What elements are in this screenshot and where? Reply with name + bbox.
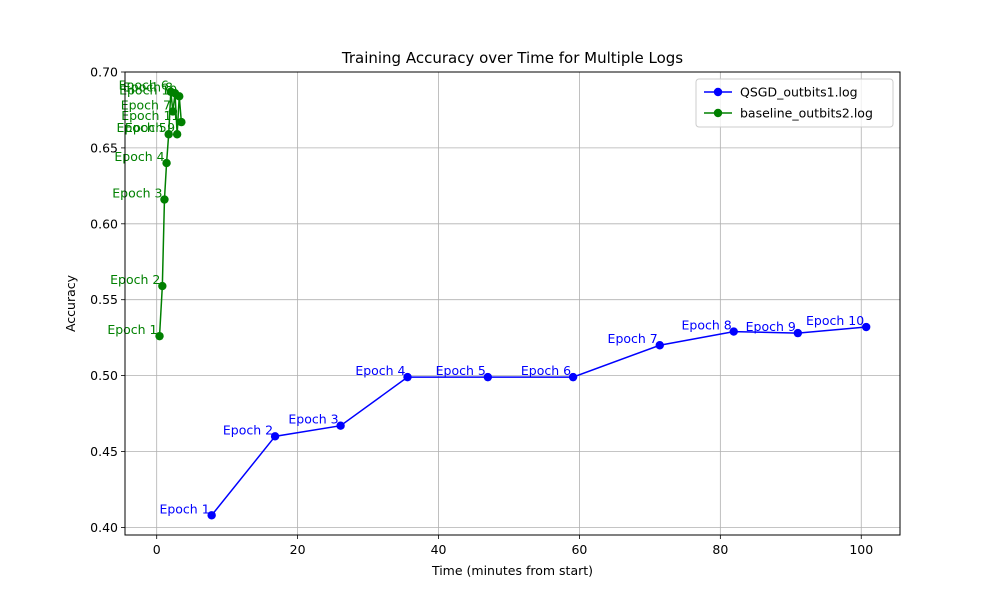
series-1 [207,322,871,520]
point-label: Epoch 4 [114,149,164,164]
legend-box [695,78,894,128]
plot-frame [124,71,901,536]
point-label: Epoch 5 [436,363,486,378]
y-axis-title: Accuracy [63,274,78,332]
series-line [211,326,867,516]
data-point [207,511,216,520]
legend-item: baseline_outbits2.log [704,106,873,121]
y-tick-label: 0.65 [90,140,118,155]
point-label: Epoch 6 [521,363,571,378]
data-point [168,107,178,116]
point-label: Epoch 4 [355,363,405,378]
legend-label: baseline_outbits2.log [740,106,873,121]
data-point [403,372,412,382]
data-point [336,421,345,430]
data-point [568,372,578,382]
data-point [155,331,164,341]
data-point [172,130,182,139]
data-point [655,341,664,350]
point-label: Epoch 11 [121,108,179,123]
point-label: Epoch 1 [107,322,157,337]
point-label: Epoch 3 [112,186,162,201]
data-point [177,117,186,127]
point-label: Epoch 2 [223,422,273,437]
point-label: Epoch 10 [119,82,177,97]
x-tick-label: 40 [431,542,447,557]
legend-marker [713,108,723,118]
y-tick-label: 0.45 [90,444,118,459]
point-label: Epoch 10 [806,313,864,328]
point-label: Epoch 2 [110,272,160,287]
x-tick-label: 80 [712,542,728,557]
legend-item: QSGD_outbits1.log [704,85,858,100]
x-axis-ticks: 0 20 40 60 80 100 [153,535,873,557]
y-tick-label: 0.40 [90,520,118,535]
point-label: Epoch 8 [682,318,732,333]
point-label: Epoch 5 [116,120,166,135]
data-point [162,158,171,168]
data-point [158,281,167,291]
y-axis-ticks: 0.40 0.45 0.50 0.55 0.60 0.65 0.70 [90,65,125,535]
data-point [729,327,738,336]
point-label: Epoch 7 [121,97,171,112]
point-label: Epoch 7 [608,331,658,346]
point-label: Epoch 3 [288,412,338,427]
x-tick-label: 100 [849,542,873,557]
legend: QSGD_outbits1.log baseline_outbits2.log [695,78,894,128]
data-point [483,372,493,382]
y-tick-label: 0.60 [90,216,118,231]
point-label: Epoch 9 [125,120,175,135]
legend-label: QSGD_outbits1.log [740,85,858,100]
point-label: Epoch 6 [119,78,169,93]
data-point [861,322,871,332]
data-point [164,130,173,139]
point-label: Epoch 1 [159,501,209,516]
x-tick-label: 20 [290,542,306,557]
point-label: Epoch 9 [746,319,796,334]
data-point [270,432,280,441]
data-point [793,328,803,338]
y-tick-label: 0.55 [90,292,118,307]
x-tick-label: 0 [153,542,161,557]
data-point [160,195,169,204]
y-tick-label: 0.70 [90,65,118,80]
x-axis-title: Time (minutes from start) [431,563,593,578]
grid [125,71,900,535]
x-tick-label: 60 [571,542,587,557]
chart-title: Training Accuracy over Time for Multiple… [341,49,683,67]
series-layer [155,87,871,520]
legend-marker [713,87,723,97]
series-2 [155,87,186,341]
point-label: Epoch 8 [123,79,173,94]
data-point [175,92,184,101]
y-tick-label: 0.50 [90,368,118,383]
